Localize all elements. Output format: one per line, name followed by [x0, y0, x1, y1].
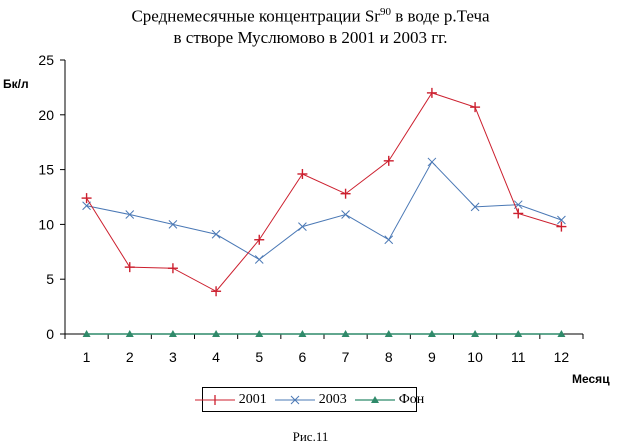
chart-title: Среднемесячные концентрации Sr90 в воде …	[0, 2, 621, 48]
x-tick-label: 8	[385, 349, 393, 365]
legend-marker-triangle-icon	[354, 395, 395, 403]
x-tick-label: 12	[554, 349, 570, 365]
x-tick-label: 10	[467, 349, 483, 365]
x-tick-label: 6	[299, 349, 307, 365]
x-tick-label: 4	[212, 349, 220, 365]
x-axis-label: Месяц	[572, 372, 610, 386]
figure-caption: Рис.11	[292, 429, 329, 444]
y-tick-label: 15	[38, 162, 54, 178]
legend: 2001 2003 Фон	[194, 387, 424, 412]
y-tick-label: 20	[38, 107, 54, 123]
series-Фон	[82, 330, 566, 337]
x-tick-label: 3	[169, 349, 177, 365]
x-tick-label: 9	[428, 349, 436, 365]
x-tick-label: 1	[83, 349, 91, 365]
legend-marker-plus-icon	[194, 394, 235, 405]
y-tick-label: 0	[46, 326, 54, 342]
legend-label: 2003	[318, 391, 347, 407]
x-tick-label: 11	[511, 349, 526, 365]
title-prefix: Среднемесячные концентрации Sr	[131, 6, 380, 26]
legend-marker-x-icon	[274, 395, 315, 404]
y-tick-label: 25	[38, 52, 54, 68]
x-tick-label: 2	[126, 349, 134, 365]
series-2003	[82, 157, 566, 264]
y-axis-label: Бк/л	[3, 77, 29, 91]
title-line-2: в створе Муслюмово в 2001 и 2003 гг.	[173, 27, 448, 47]
legend-label: 2001	[238, 391, 267, 407]
y-tick-label: 10	[38, 216, 54, 232]
legend-item-2003: 2003	[274, 391, 347, 408]
title-superscript: 90	[379, 6, 391, 18]
legend-label: Фон	[398, 391, 425, 407]
y-tick-label: 5	[46, 271, 54, 287]
legend-item-fon: Фон	[354, 391, 425, 408]
series-layer	[81, 87, 567, 337]
x-tick-label: 5	[255, 349, 263, 365]
x-tick-label: 7	[342, 349, 350, 365]
title-suffix: в воде р.Теча	[390, 6, 490, 26]
legend-item-2001: 2001	[194, 391, 267, 408]
series-2001	[81, 87, 567, 297]
